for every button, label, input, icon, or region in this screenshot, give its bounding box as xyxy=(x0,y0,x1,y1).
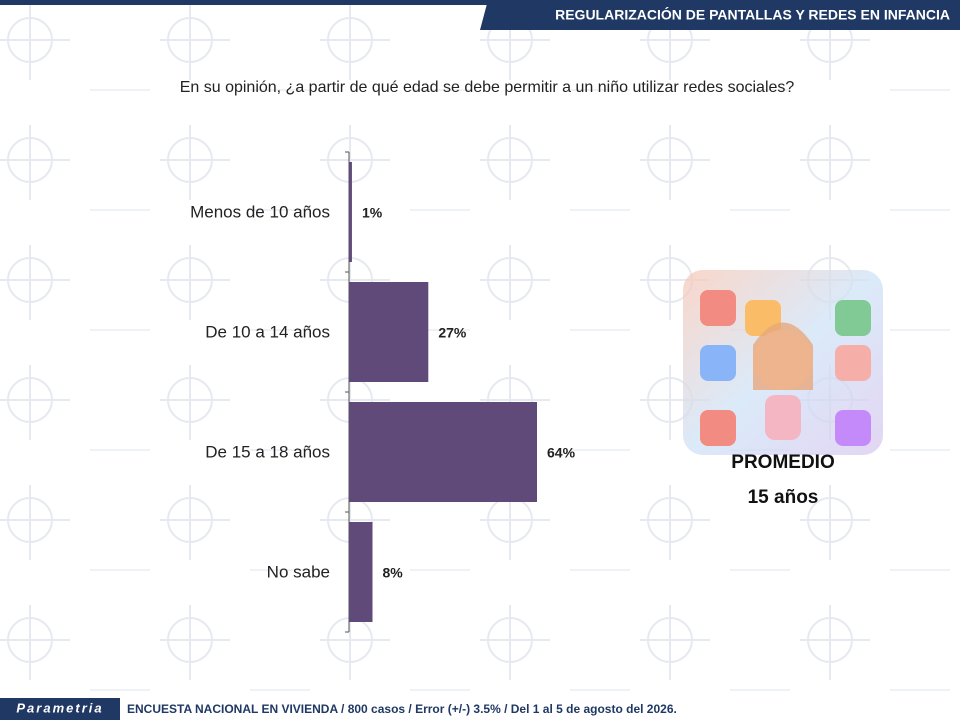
callout-label: PROMEDIO xyxy=(731,452,834,473)
category-label: No sabe xyxy=(267,562,330,581)
bar xyxy=(349,402,537,502)
value-label: 1% xyxy=(362,205,383,221)
header-bar xyxy=(480,0,960,30)
category-label: Menos de 10 años xyxy=(190,202,330,221)
footer-logo: Parametria xyxy=(16,700,103,715)
plot: Menos de 10 años 1% De 10 a 14 años 27% De 1… xyxy=(190,151,576,633)
top-strip xyxy=(0,0,960,5)
category-label: De 10 a 14 años xyxy=(205,322,330,341)
value-label: 8% xyxy=(383,565,404,581)
bar xyxy=(349,162,352,262)
illustration xyxy=(683,270,883,455)
callout-value: 15 años xyxy=(748,487,819,508)
bar xyxy=(349,522,373,622)
value-label: 27% xyxy=(438,325,467,341)
bar xyxy=(349,282,429,382)
footer-logo-box xyxy=(0,698,120,720)
value-label: 64% xyxy=(547,445,576,461)
question: En su opinión, ¿a partir de qué edad se … xyxy=(180,79,795,96)
category-label: De 15 a 18 años xyxy=(205,442,330,461)
header-title: REGULARIZACIÓN DE PANTALLAS Y REDES EN I… xyxy=(555,6,950,23)
footer-note: ENCUESTA NACIONAL EN VIVIENDA / 800 caso… xyxy=(127,702,677,716)
